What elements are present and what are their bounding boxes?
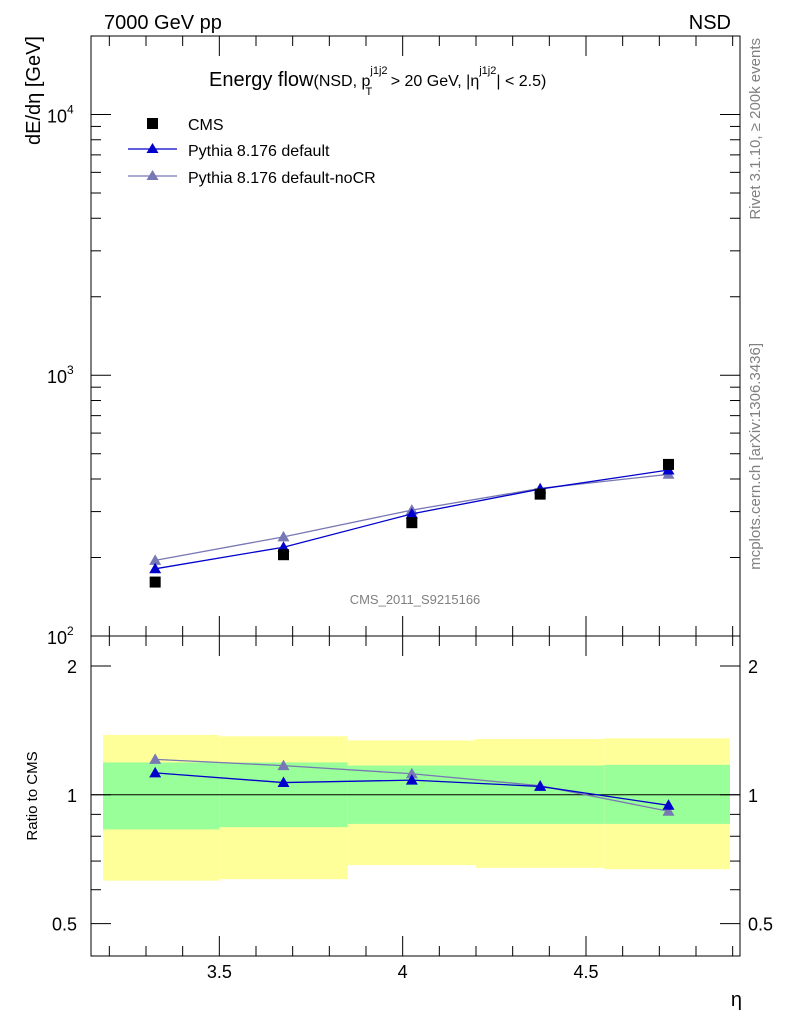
x-tick-label: 4 [398, 962, 408, 982]
ratio-y-tick-label-right: 0.5 [748, 915, 773, 935]
cms-data-point [663, 458, 674, 470]
legend-cms-marker [147, 118, 158, 129]
main-y-tick-label: 104 [47, 102, 74, 126]
ratio-y-tick-label: 1 [67, 786, 77, 806]
x-axis-label: η [731, 989, 742, 1011]
cms-data-point [149, 576, 161, 588]
ratio-plot-frame [90, 635, 741, 957]
analysis-watermark: CMS_2011_S9215166 [350, 592, 481, 607]
header-process-label: NSD [689, 12, 731, 34]
ratio-axes: 3.5 4 4.5 0.5 0.5 1 1 2 2 [52, 636, 773, 982]
ratio-band-inner-0 [103, 762, 220, 830]
y-axis-label: dE/dη [GeV] [23, 36, 45, 145]
main-series-group [149, 458, 675, 588]
chart-title-sup-2: j1j2 [478, 65, 496, 77]
cms-data-point [406, 517, 418, 529]
cms-data-point [278, 549, 289, 561]
ratio-y-tick-label: 2 [67, 657, 77, 677]
ratio-uncertainty-bands [91, 734, 740, 881]
legend-default-marker [146, 143, 159, 153]
legend-nocr-marker [146, 170, 159, 180]
series-2-point [149, 554, 162, 565]
ratio-0-point [149, 766, 162, 778]
ratio-0-point [662, 799, 675, 810]
chart-title: Energy flow(NSD, pj1j2 T > 20 GeV, |ηj1j2… [209, 65, 546, 98]
legend-default-label: Pythia 8.176 default [188, 143, 330, 160]
series-1-point [149, 562, 162, 574]
ratio-1-point [662, 805, 675, 816]
ratio-y-tick-label-right: 1 [748, 786, 758, 806]
ratio-0-point [277, 776, 290, 788]
legend: CMS Pythia 8.176 default Pythia 8.176 de… [128, 117, 376, 187]
ratio-1-point [277, 759, 290, 771]
ratio-y-axis-label: Ratio to CMS [24, 751, 41, 840]
chart-title-detail-c: | < 2.5) [496, 73, 546, 90]
mcplots-reference-label: mcplots.cern.ch [arXiv:1306.3436] [747, 343, 764, 570]
chart-title-main: Energy flow [209, 69, 314, 91]
x-tick-label: 3.5 [207, 962, 232, 982]
main-y-tick-label: 103 [47, 363, 74, 387]
chart-title-sup-1: j1j2 [369, 65, 387, 77]
ratio-series-group [149, 753, 675, 816]
main-axes: 102 103 104 [47, 35, 740, 648]
series-1-point [277, 541, 290, 552]
legend-cms-label: CMS [188, 117, 224, 134]
header-beam-label: 7000 GeV pp [104, 12, 222, 34]
series-2-point [277, 530, 290, 542]
ratio-y-tick-label: 0.5 [52, 915, 77, 935]
chart-title-sub: T [366, 86, 373, 98]
series-1-point [405, 507, 418, 519]
chart-title-detail-a: (NSD, p [314, 73, 371, 90]
chart-title-detail-b: > 20 GeV, |η [386, 73, 479, 90]
cms-data-point [534, 488, 546, 500]
ratio-y-tick-label-right: 2 [748, 657, 758, 677]
main-y-tick-label: 102 [47, 624, 74, 648]
x-tick-label: 4.5 [573, 962, 598, 982]
ratio-1-point [405, 767, 418, 779]
ratio-0-point [405, 774, 418, 785]
rivet-version-label: Rivet 3.1.10, ≥ 200k events [747, 38, 764, 220]
ratio-0-point [534, 780, 547, 791]
legend-nocr-label: Pythia 8.176 default-noCR [188, 170, 376, 187]
ratio-1-point [149, 753, 162, 764]
